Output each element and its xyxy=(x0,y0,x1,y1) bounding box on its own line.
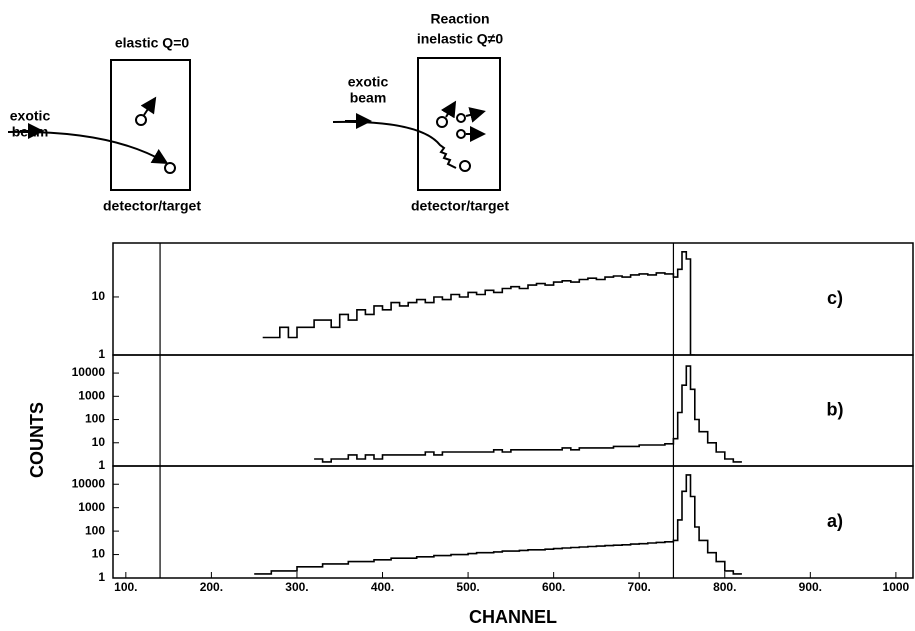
x-tick-label: 300. xyxy=(285,580,308,594)
y-tick-label: 1000 xyxy=(78,388,105,402)
beam-label: exotic xyxy=(10,108,51,124)
particle xyxy=(456,113,466,123)
spectra: 1 10 c) 1 10 100 1000 10000 b) COUNTS 1 10 100 1000 10… xyxy=(27,242,914,627)
y-tick-label: 1 xyxy=(98,570,105,584)
x-tick-label: 700. xyxy=(628,580,651,594)
x-tick-label: 400. xyxy=(371,580,394,594)
panel-label: c) xyxy=(827,288,843,308)
x-tick-label: 600. xyxy=(542,580,565,594)
spectrum xyxy=(262,251,695,355)
elastic-diagram: elastic Q=0 exotic beam detector/target xyxy=(7,35,201,214)
x-tick-label: 1000 xyxy=(883,580,910,594)
detector-box xyxy=(110,59,191,191)
y-tick-label: 1 xyxy=(98,458,105,472)
beam-label: beam xyxy=(350,90,387,106)
particle-arrow xyxy=(140,96,157,116)
y-tick-label: 10000 xyxy=(72,365,106,379)
x-tick-label: 800. xyxy=(713,580,736,594)
y-tick-label: 10 xyxy=(92,289,106,303)
inelastic-diagram: Reaction inelastic Q≠0 exotic beam detec… xyxy=(332,11,509,214)
panel-frame xyxy=(112,465,914,579)
y-axis-label: COUNTS xyxy=(27,402,47,478)
particle xyxy=(456,129,466,139)
particle xyxy=(135,114,147,126)
x-tick-label: 200. xyxy=(200,580,223,594)
x-tick-label: 500. xyxy=(456,580,479,594)
particle-arrow xyxy=(440,100,457,119)
particle xyxy=(436,116,448,128)
y-tick-label: 1000 xyxy=(78,500,105,514)
y-tick-label: 100 xyxy=(85,523,105,537)
diagram-title: Reaction xyxy=(430,11,489,27)
particle xyxy=(459,160,471,172)
box-label: detector/target xyxy=(103,198,201,214)
y-tick-label: 10000 xyxy=(72,476,106,490)
panel-frame xyxy=(112,242,914,356)
beam-path xyxy=(332,120,457,169)
diagram-title: elastic Q=0 xyxy=(115,35,190,51)
panel-label: a) xyxy=(827,511,843,531)
y-tick-label: 10 xyxy=(92,435,106,449)
particle xyxy=(164,162,176,174)
x-tick-label: 900. xyxy=(799,580,822,594)
beam-label: exotic xyxy=(348,74,389,90)
detector-box xyxy=(417,57,501,191)
y-tick-label: 10 xyxy=(92,547,106,561)
spectrum xyxy=(314,365,742,463)
panel-label: b) xyxy=(827,399,844,419)
y-tick-label: 1 xyxy=(98,347,105,361)
x-axis-label: CHANNEL xyxy=(469,607,557,627)
diagram-title: inelastic Q≠0 xyxy=(417,31,503,47)
x-tick-label: 100. xyxy=(114,580,137,594)
y-tick-label: 100 xyxy=(85,412,105,426)
particle-arrow xyxy=(465,107,486,123)
spectrum xyxy=(254,474,742,575)
box-label: detector/target xyxy=(411,198,509,214)
